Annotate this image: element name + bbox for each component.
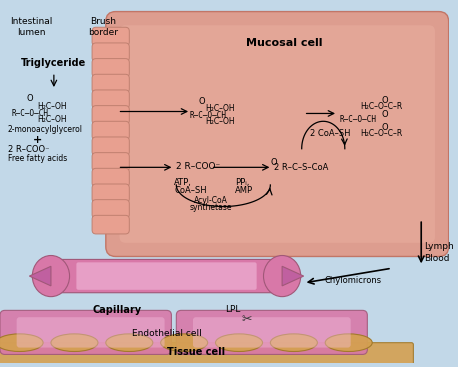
FancyBboxPatch shape	[92, 153, 129, 171]
Text: 2 R–C–S–CoA: 2 R–C–S–CoA	[274, 163, 329, 172]
FancyBboxPatch shape	[92, 121, 129, 140]
Text: PPᵢ,: PPᵢ,	[235, 178, 250, 187]
Text: 2-monoacylglycerol: 2-monoacylglycerol	[8, 125, 83, 134]
FancyBboxPatch shape	[92, 59, 129, 77]
Text: O: O	[382, 96, 388, 105]
FancyBboxPatch shape	[120, 25, 435, 243]
FancyBboxPatch shape	[0, 343, 414, 365]
Text: O: O	[271, 157, 278, 167]
FancyBboxPatch shape	[92, 27, 129, 46]
Text: H₂C–O–C–R: H₂C–O–C–R	[360, 102, 403, 111]
Text: R–C–O–CH: R–C–O–CH	[189, 110, 226, 120]
FancyBboxPatch shape	[176, 310, 367, 355]
Text: H₂C–OH: H₂C–OH	[37, 102, 67, 111]
Text: O: O	[382, 109, 388, 119]
Text: Brush
border: Brush border	[88, 18, 118, 37]
FancyBboxPatch shape	[92, 184, 129, 203]
Text: LPL: LPL	[225, 305, 241, 315]
Text: Chylomicrons: Chylomicrons	[324, 276, 381, 285]
Text: H₂C–OH: H₂C–OH	[37, 115, 67, 124]
Text: synthetase: synthetase	[189, 203, 232, 212]
FancyBboxPatch shape	[92, 215, 129, 234]
Ellipse shape	[270, 334, 317, 352]
FancyBboxPatch shape	[92, 90, 129, 109]
Ellipse shape	[33, 255, 70, 297]
FancyBboxPatch shape	[106, 12, 449, 257]
Text: Lymph: Lymph	[424, 242, 454, 251]
Text: O: O	[382, 123, 388, 132]
Text: Free fatty acids: Free fatty acids	[8, 154, 67, 163]
Text: Mucosal cell: Mucosal cell	[246, 38, 322, 48]
Text: O: O	[26, 94, 33, 103]
Text: Capillary: Capillary	[93, 305, 142, 316]
FancyBboxPatch shape	[0, 310, 171, 355]
FancyBboxPatch shape	[92, 106, 129, 124]
Ellipse shape	[263, 255, 301, 297]
Text: O: O	[198, 97, 205, 106]
Text: H₂C–OH: H₂C–OH	[206, 103, 235, 113]
Text: ATP,: ATP,	[174, 178, 192, 187]
Text: Blood: Blood	[424, 254, 450, 263]
FancyBboxPatch shape	[16, 317, 164, 348]
Text: +: +	[33, 135, 42, 145]
Text: Tissue cell: Tissue cell	[167, 348, 225, 357]
FancyBboxPatch shape	[47, 259, 286, 293]
Text: H₂C–OH: H₂C–OH	[206, 117, 235, 126]
Text: 2 R–COO⁻: 2 R–COO⁻	[8, 145, 49, 154]
Text: H₂C–O–C–R: H₂C–O–C–R	[360, 129, 403, 138]
FancyBboxPatch shape	[76, 262, 256, 290]
Text: ✂: ✂	[242, 313, 252, 326]
Text: CoA–SH: CoA–SH	[174, 186, 207, 195]
FancyBboxPatch shape	[92, 168, 129, 187]
Text: Triglyceride: Triglyceride	[21, 58, 87, 68]
Polygon shape	[29, 266, 51, 286]
Ellipse shape	[216, 334, 262, 352]
Text: Endothelial cell: Endothelial cell	[131, 329, 202, 338]
FancyBboxPatch shape	[92, 74, 129, 93]
FancyBboxPatch shape	[92, 137, 129, 156]
Text: AMP: AMP	[235, 186, 253, 195]
Text: R–C–O–CH: R–C–O–CH	[340, 115, 377, 124]
Text: Intestinal
lumen: Intestinal lumen	[10, 18, 53, 37]
Polygon shape	[282, 266, 304, 286]
Text: 2 CoA–SH: 2 CoA–SH	[310, 129, 350, 138]
Ellipse shape	[106, 334, 153, 352]
Ellipse shape	[161, 334, 207, 352]
Ellipse shape	[325, 334, 372, 352]
Text: 2 R–COO⁻: 2 R–COO⁻	[176, 163, 221, 171]
FancyBboxPatch shape	[92, 200, 129, 218]
Ellipse shape	[51, 334, 98, 352]
Text: Acyl-CoA: Acyl-CoA	[194, 196, 228, 205]
FancyBboxPatch shape	[92, 43, 129, 62]
FancyBboxPatch shape	[193, 317, 351, 348]
Ellipse shape	[0, 334, 43, 352]
Text: R–C–O–CH: R–C–O–CH	[12, 109, 49, 117]
